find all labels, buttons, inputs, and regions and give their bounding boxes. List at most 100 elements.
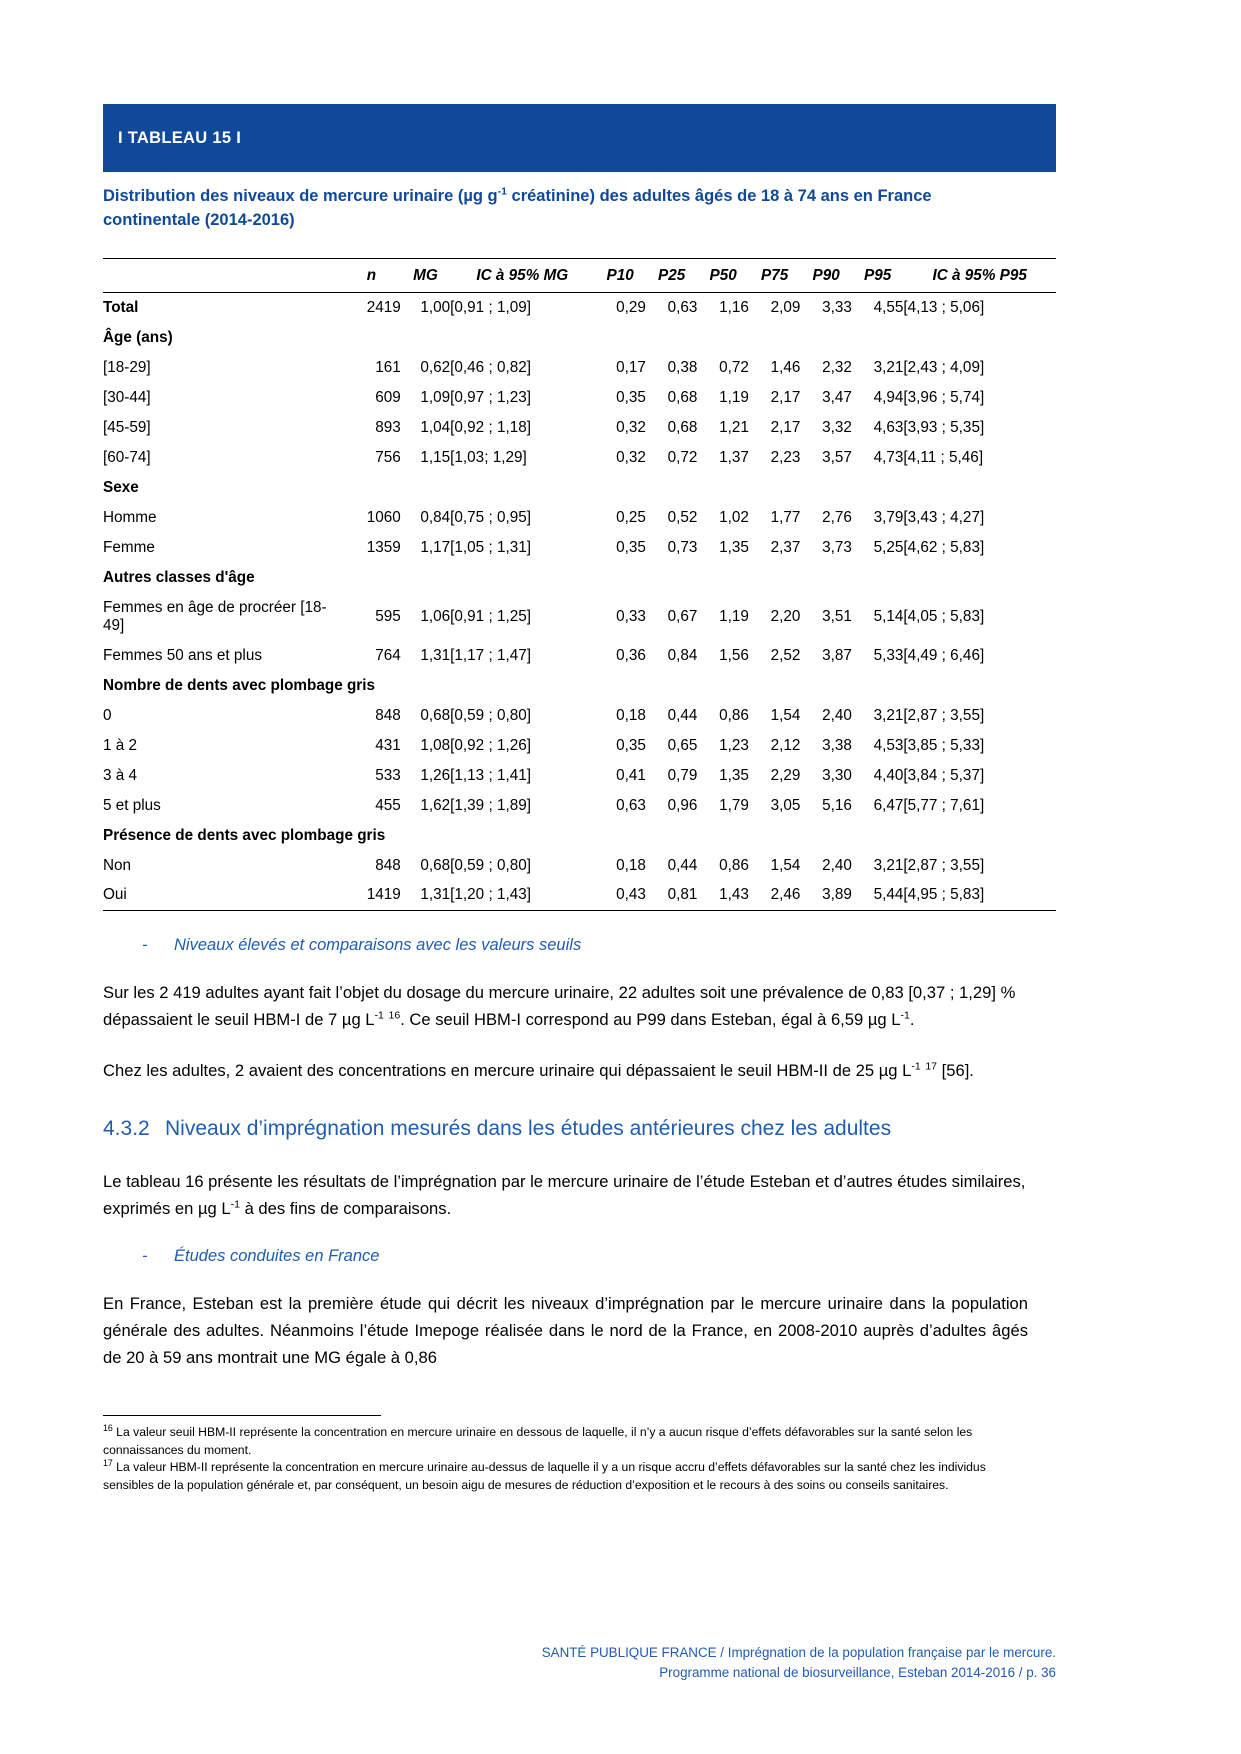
cell-ic-p95: [3,84 ; 5,37] <box>903 766 985 784</box>
table-banner: I TABLEAU 15 I <box>103 104 1056 172</box>
row-label: Femme <box>103 538 155 556</box>
paragraph-tableau16: Le tableau 16 présente les résultats de … <box>103 1168 1028 1222</box>
cell-ic-p95: [2,87 ; 3,55] <box>903 706 985 724</box>
row-label: [30-44] <box>103 388 151 406</box>
cell-p25: 0,81 <box>667 886 698 904</box>
bullet-niveaux-eleves: - Niveaux élevés et comparaisons avec le… <box>142 936 1056 955</box>
cell-mg: 0,62 <box>420 358 451 376</box>
cell-p95: 4,55 <box>873 298 904 316</box>
cell-p90: 3,87 <box>822 646 852 664</box>
cell-p95: 4,53 <box>873 736 904 754</box>
cell-ic-mg: [0,59 ; 0,80] <box>450 706 531 724</box>
col-header-n: n <box>366 266 377 284</box>
cell-p50: 1,56 <box>719 646 749 664</box>
cell-p75: 2,12 <box>770 736 801 754</box>
cell-ic-mg: [1,03; 1,29] <box>450 448 527 466</box>
cell-p95: 4,94 <box>873 388 904 406</box>
table-row: Femme 1359 1,17 [1,05 ; 1,31] 0,35 0,73 1,35 2,… <box>103 533 1056 563</box>
row-label: Oui <box>103 886 127 904</box>
cell-p25: 0,44 <box>667 856 698 874</box>
paragraph-tableau16-sup-unit: -1 <box>230 1198 240 1211</box>
table-row: Femmes 50 ans et plus 764 1,31 [1,17 ; 1,47… <box>103 641 1056 671</box>
table-row: 0 848 0,68 [0,59 ; 0,80] 0,18 0,44 0,86 1,54 2,4… <box>103 701 1056 731</box>
cell-n: 595 <box>375 607 401 625</box>
cell-p50: 0,72 <box>719 358 749 376</box>
table-row: Homme 1060 0,84 [0,75 ; 0,95] 0,25 0,52 1,02 1,… <box>103 503 1056 533</box>
cell-ic-p95: [3,43 ; 4,27] <box>903 508 985 526</box>
cell-p50: 1,79 <box>719 796 749 814</box>
cell-p90: 2,76 <box>822 508 852 526</box>
footnote-ref-17: 17 <box>925 1060 938 1073</box>
cell-p75: 1,54 <box>770 706 801 724</box>
cell-p25: 0,84 <box>667 646 698 664</box>
paragraph-hbm2-text-a: Chez les adultes, 2 avaient des concentr… <box>103 1061 912 1080</box>
cell-n: 2419 <box>366 298 401 316</box>
cell-n: 1419 <box>366 886 401 904</box>
table-row: Oui 1419 1,31 [1,20 ; 1,43] 0,43 0,81 1,43 2,46… <box>103 881 1056 911</box>
cell-ic-mg: [0,92 ; 1,26] <box>450 736 531 754</box>
table-header: n MG IC à 95% MG P10 P25 P50 P75 P90 P95… <box>103 258 1056 293</box>
col-header-p25: P25 <box>658 266 686 284</box>
cell-mg: 1,09 <box>420 388 451 406</box>
table-group-label: Sexe <box>103 478 139 496</box>
cell-ic-p95: [4,05 ; 5,83] <box>903 607 985 625</box>
cell-p50: 0,86 <box>719 706 749 724</box>
cell-ic-p95: [3,93 ; 5,35] <box>903 418 985 436</box>
cell-p75: 2,23 <box>770 448 801 466</box>
footnote-16: 16 La valeur seuil HBM-II représente la … <box>103 1424 1028 1459</box>
cell-mg: 1,15 <box>420 448 451 466</box>
cell-mg: 0,68 <box>420 706 451 724</box>
col-header-ic-mg: IC à 95% MG <box>476 266 569 284</box>
cell-p75: 1,77 <box>770 508 801 526</box>
cell-n: 609 <box>375 388 401 406</box>
cell-mg: 1,06 <box>420 607 451 625</box>
footer-line-1: SANTÉ PUBLIQUE FRANCE / Imprégnation de … <box>541 1645 1056 1660</box>
table-group-row: Nombre de dents avec plombage gris <box>103 671 1056 701</box>
paragraph-hbm1-sup-unit: -1 <box>374 1009 384 1022</box>
row-label: 1 à 2 <box>103 736 138 754</box>
cell-p10: 0,43 <box>616 886 646 904</box>
paragraph-france: En France, Esteban est la première étude… <box>103 1294 1028 1367</box>
cell-p25: 0,67 <box>667 607 698 625</box>
cell-ic-p95: [4,49 ; 6,46] <box>903 646 985 664</box>
table-header-row: n MG IC à 95% MG P10 P25 P50 P75 P90 P95… <box>103 258 1056 293</box>
cell-ic-mg: [1,39 ; 1,89] <box>450 796 531 814</box>
col-header-p50: P50 <box>709 266 737 284</box>
cell-n: 893 <box>375 418 401 436</box>
footnote-17: 17 La valeur HBM-II représente la concen… <box>103 1459 1028 1494</box>
cell-p25: 0,68 <box>667 418 698 436</box>
cell-p25: 0,68 <box>667 388 698 406</box>
paragraph-hbm1: Sur les 2 419 adultes ayant fait l’objet… <box>103 979 1028 1033</box>
cell-p90: 3,38 <box>822 736 852 754</box>
table-body: Total 2419 1,00 [0,91 ; 1,09] 0,29 0,63 1,16 2,… <box>103 293 1056 911</box>
cell-p75: 2,29 <box>770 766 801 784</box>
cell-n: 848 <box>375 856 401 874</box>
footnote-separator <box>103 1415 381 1416</box>
cell-ic-mg: [0,92 ; 1,18] <box>450 418 531 436</box>
cell-n: 455 <box>375 796 401 814</box>
cell-p90: 3,32 <box>822 418 852 436</box>
cell-p10: 0,32 <box>616 418 646 436</box>
cell-mg: 1,62 <box>420 796 451 814</box>
cell-p90: 3,89 <box>822 886 852 904</box>
row-label: Non <box>103 856 132 874</box>
cell-p95: 4,63 <box>873 418 904 436</box>
cell-ic-mg: [0,75 ; 0,95] <box>450 508 531 526</box>
paragraph-hbm2-text-b: [56]. <box>937 1061 974 1080</box>
cell-p75: 1,46 <box>770 358 801 376</box>
cell-ic-p95: [4,11 ; 5,46] <box>903 448 984 466</box>
cell-ic-mg: [1,13 ; 1,41] <box>450 766 531 784</box>
cell-p75: 2,09 <box>770 298 801 316</box>
cell-mg: 1,31 <box>420 886 451 904</box>
row-label: Homme <box>103 508 157 526</box>
paragraph-hbm2-sup-unit: -1 <box>911 1060 921 1073</box>
cell-p10: 0,33 <box>616 607 646 625</box>
cell-mg: 1,26 <box>420 766 451 784</box>
cell-ic-mg: [0,46 ; 0,82] <box>450 358 531 376</box>
table-row: [18-29] 161 0,62 [0,46 ; 0,82] 0,17 0,38 0,72 1… <box>103 353 1056 383</box>
paragraph-hbm1-sup-unit2: -1 <box>900 1009 910 1022</box>
table-caption-superscript: -1 <box>497 185 507 198</box>
cell-p10: 0,35 <box>616 538 646 556</box>
cell-mg: 1,08 <box>420 736 451 754</box>
